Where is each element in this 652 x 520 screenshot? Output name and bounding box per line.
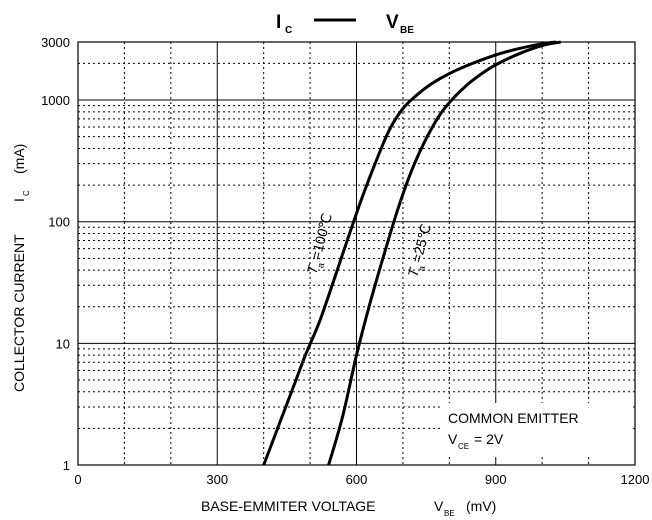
x-tick-label: 900 xyxy=(485,472,507,487)
grid xyxy=(78,42,635,465)
title-ic: I xyxy=(276,12,281,33)
title-ic-sub: C xyxy=(285,25,292,36)
series-label-25: T a =25℃ xyxy=(404,222,434,279)
title-vbe: V xyxy=(386,12,399,33)
y-tick-label: 3000 xyxy=(41,35,70,50)
x-tick-labels: 0 300 600 900 1200 xyxy=(74,472,649,487)
y-tick-label: 10 xyxy=(56,336,70,351)
series-label-25-sub: a xyxy=(416,265,427,272)
y-tick-label: 1 xyxy=(63,458,70,473)
x-axis-label-symbol: V xyxy=(434,498,444,514)
x-axis-label-unit: (mV) xyxy=(466,498,496,514)
annotation-line1: COMMON EMITTER xyxy=(448,410,579,426)
y-axis-label: COLLECTOR CURRENT I C (mA) xyxy=(11,144,31,392)
annotation-bg xyxy=(442,403,632,457)
plot-frame xyxy=(77,41,636,466)
annotation-vce-sub: CE xyxy=(458,442,469,451)
curve-ta-25 xyxy=(327,40,561,466)
x-tick-label: 300 xyxy=(206,472,228,487)
chart-title: I C V BE xyxy=(276,12,414,36)
x-axis-label-text: BASE-EMMITER VOLTAGE xyxy=(201,498,376,514)
y-axis-label-text: COLLECTOR CURRENT xyxy=(11,234,27,392)
x-axis-label-sub: BE xyxy=(444,509,455,518)
annotation-vce-value: = 2V xyxy=(474,431,504,447)
x-tick-label: 1200 xyxy=(621,472,650,487)
annotation-vce-symbol: V xyxy=(448,431,458,447)
title-vbe-sub: BE xyxy=(400,25,414,36)
series-label-100-sub: a xyxy=(315,262,326,269)
x-tick-label: 0 xyxy=(74,472,81,487)
x-axis-label: BASE-EMMITER VOLTAGE V BE (mV) xyxy=(201,498,496,518)
curves xyxy=(262,40,561,466)
series-label-25-suffix: =25℃ xyxy=(408,222,434,264)
y-axis-label-unit: (mA) xyxy=(11,144,27,174)
y-axis-label-sub: C xyxy=(22,190,31,196)
series-label-100-suffix: =100℃ xyxy=(307,211,335,261)
y-tick-label: 100 xyxy=(48,215,70,230)
y-tick-labels: 1 10 100 1000 3000 xyxy=(41,35,70,473)
x-tick-label: 600 xyxy=(346,472,368,487)
curve-ta-100 xyxy=(262,40,557,466)
y-axis-label-symbol: I xyxy=(11,198,27,202)
y-tick-label: 1000 xyxy=(41,93,70,108)
annotation-common-emitter: COMMON EMITTER V CE = 2V xyxy=(442,403,632,457)
